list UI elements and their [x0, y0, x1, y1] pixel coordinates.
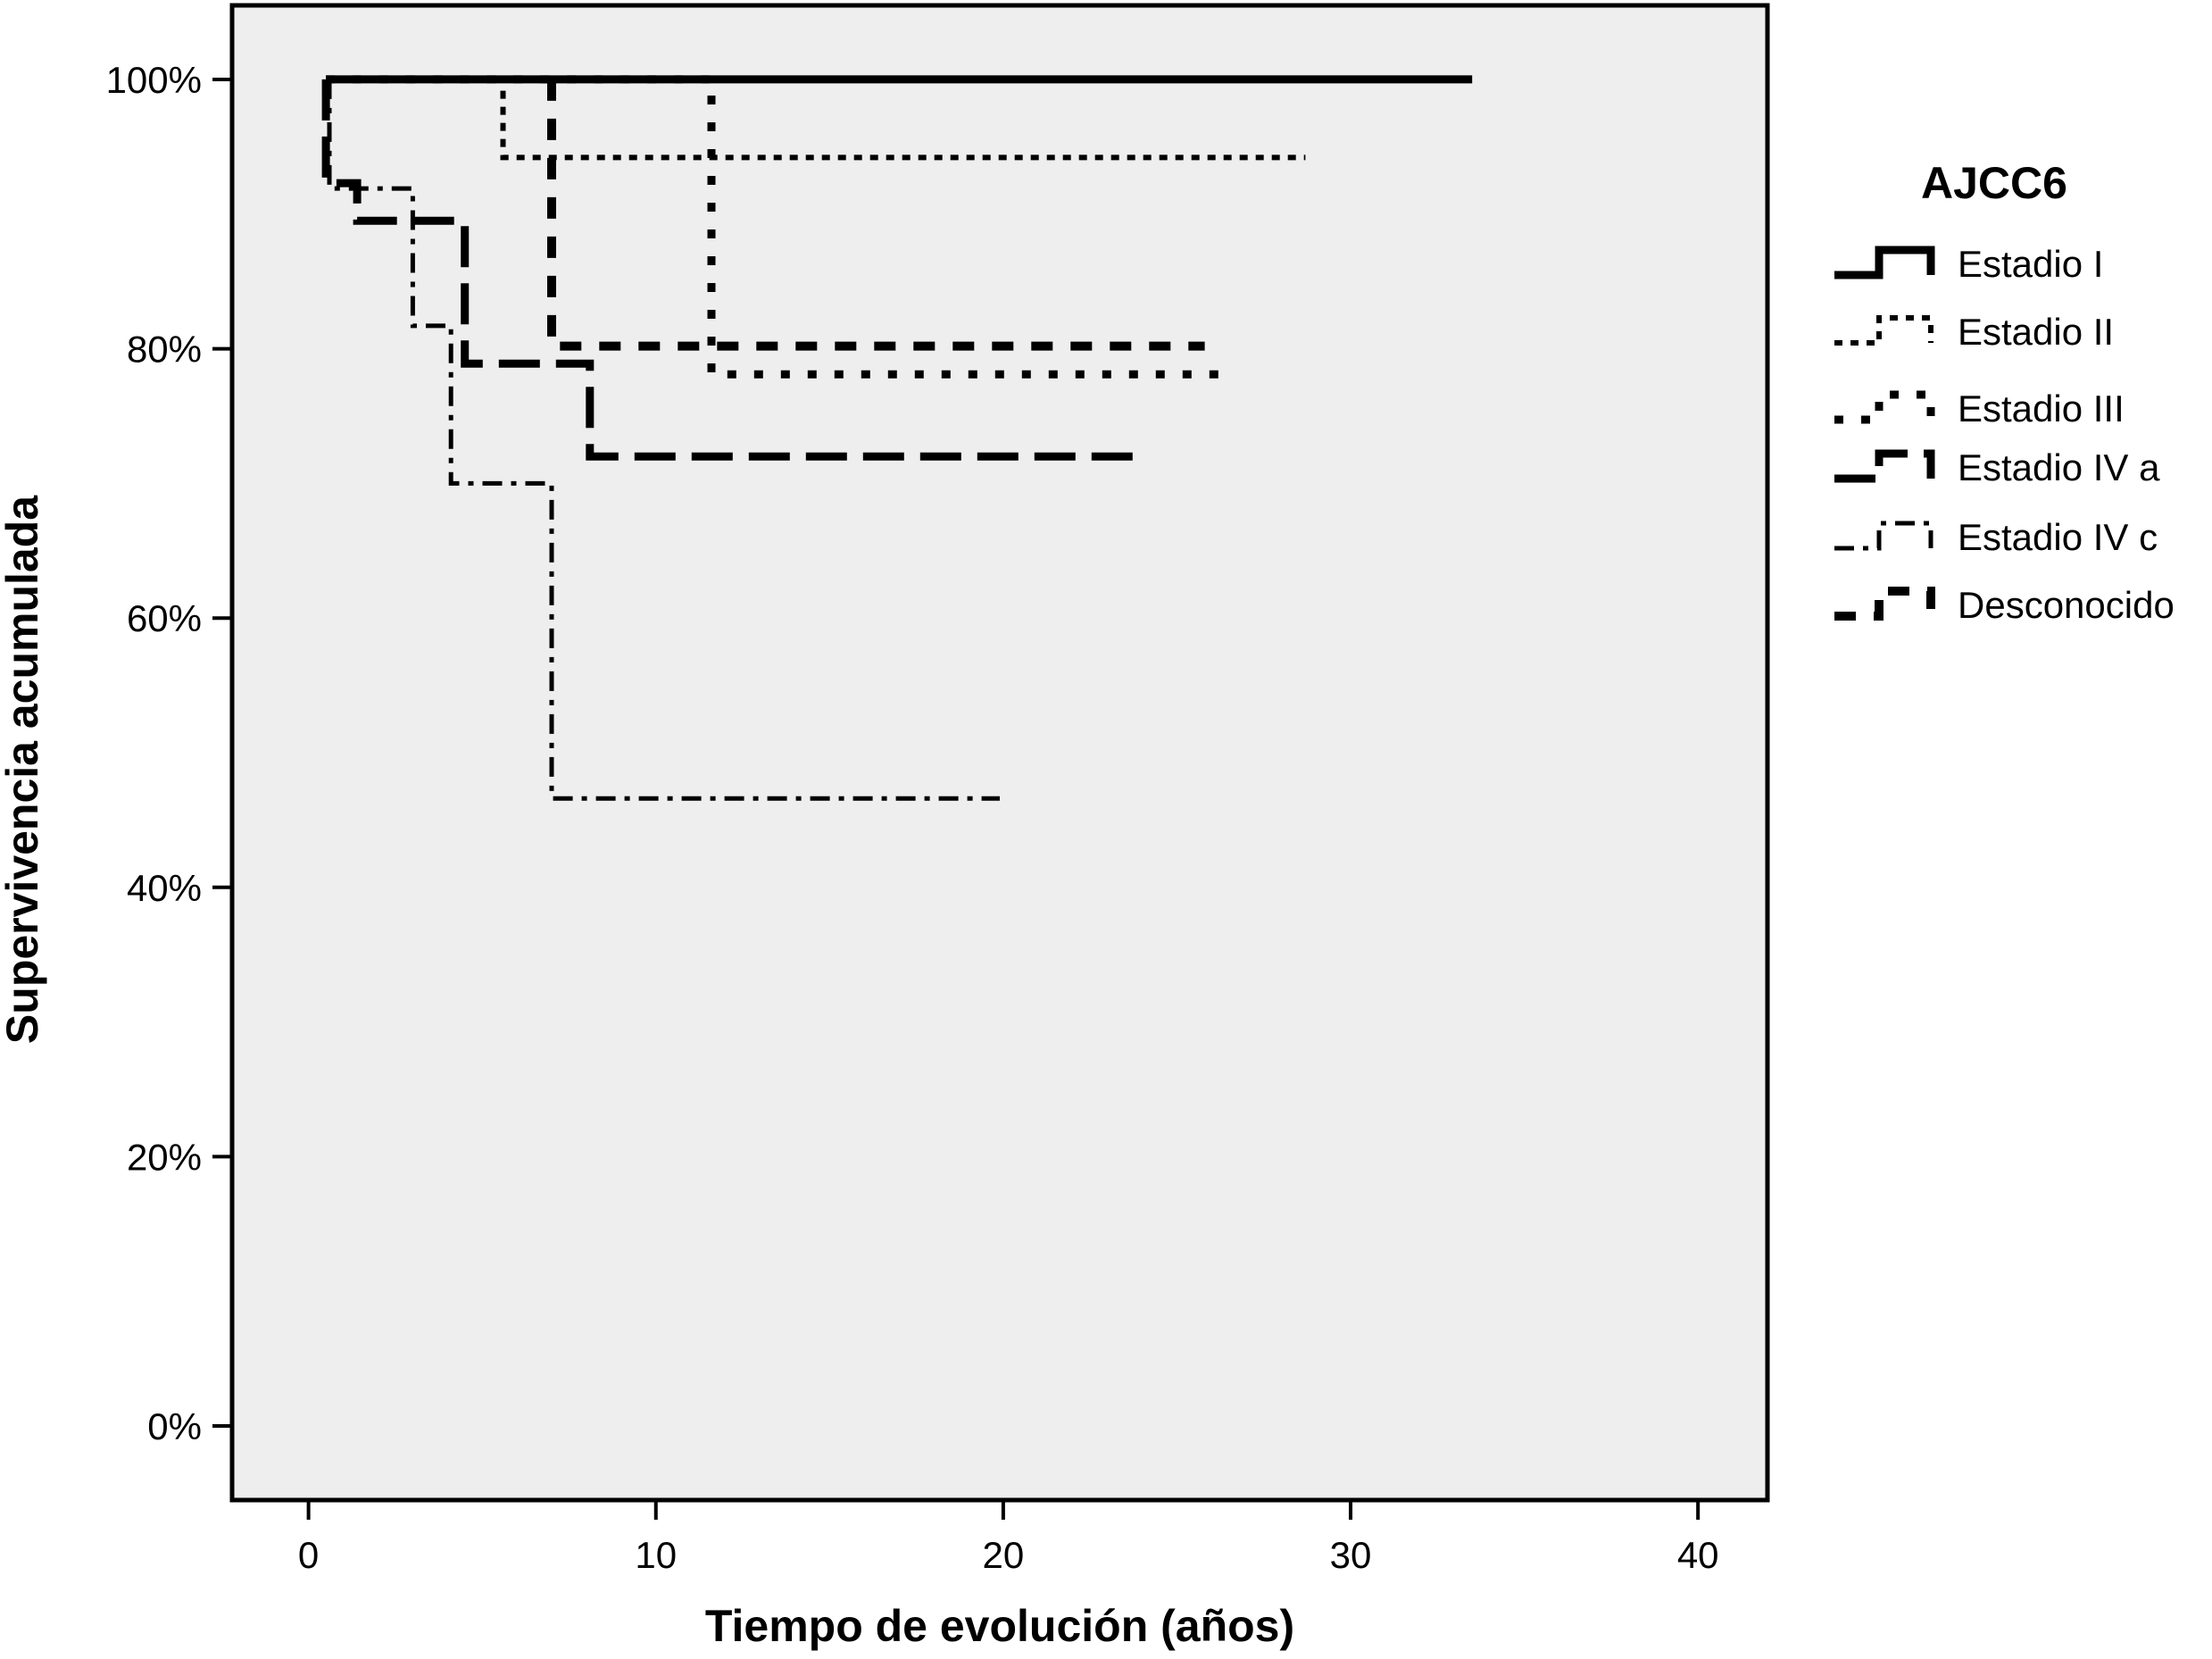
- legend-key: [1834, 315, 1933, 346]
- y-tick-label: 0%: [147, 1405, 202, 1447]
- legend-key: [1834, 521, 1933, 551]
- plot-area: [229, 3, 1770, 1503]
- legend-key: [1834, 587, 1935, 621]
- legend-label: Desconocido: [1958, 584, 2175, 626]
- series-line-desconocido: [547, 79, 1205, 351]
- series-layer: [321, 75, 1473, 801]
- series-line-estadio-iv-c: [327, 79, 1000, 801]
- x-tick-label: 30: [1330, 1534, 1372, 1576]
- legend-label: Estadio II: [1958, 311, 2114, 353]
- x-tick-label: 10: [635, 1534, 677, 1576]
- legend-label: Estadio III: [1958, 388, 2125, 429]
- x-tick-label: 20: [983, 1534, 1025, 1576]
- legend-key: [1834, 390, 1935, 424]
- y-tick-label: 80%: [127, 329, 202, 371]
- y-tick-label: 20%: [127, 1136, 202, 1178]
- legend-label: Estadio IV a: [1958, 446, 2160, 488]
- y-axis-title: Supervivencia acumulada: [0, 495, 47, 1044]
- legend-key: [1834, 449, 1935, 483]
- series-line-estadio-iv-a: [321, 79, 1139, 461]
- legend-label: Estadio IV c: [1958, 516, 2158, 558]
- legend-key: [1834, 246, 1935, 279]
- y-tick-label: 40%: [127, 867, 202, 909]
- x-tick-label: 40: [1677, 1534, 1719, 1576]
- legend: AJCC6 Estadio I Estadio II Estadio III Esta…: [1834, 158, 2175, 626]
- x-tick-label: 0: [298, 1534, 319, 1576]
- y-tick-label: 100%: [106, 59, 202, 101]
- legend-label: Estadio I: [1958, 243, 2103, 285]
- series-line-estadio-ii: [482, 76, 1306, 161]
- legend-title: AJCC6: [1921, 158, 2067, 208]
- axes: 0 10 20 30 40 0% 20% 40% 60% 80% 100%: [106, 59, 1719, 1576]
- x-axis-title: Tiempo de evolución (años): [705, 1601, 1294, 1651]
- plot-frame: [229, 3, 1770, 1503]
- y-tick-label: 60%: [127, 597, 202, 639]
